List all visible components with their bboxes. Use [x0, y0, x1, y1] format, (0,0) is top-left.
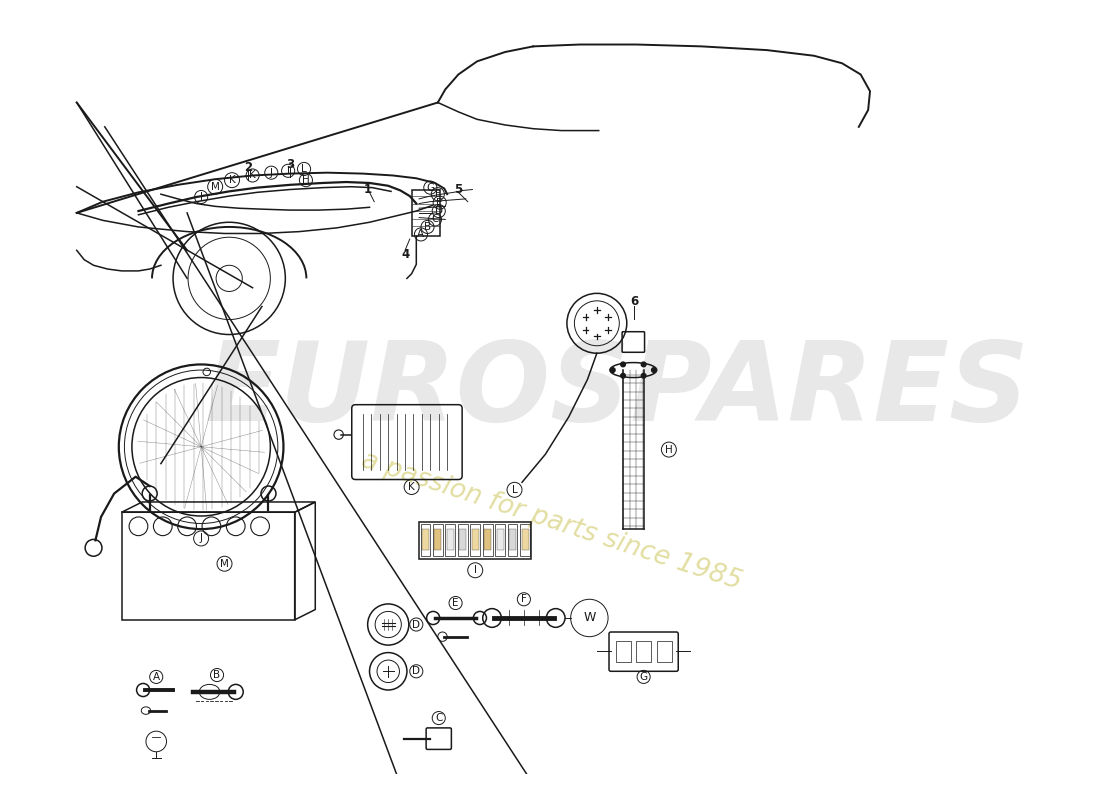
- Text: K: K: [229, 175, 235, 185]
- Bar: [616, 642, 630, 662]
- Text: 2: 2: [244, 161, 252, 174]
- Bar: [520, 525, 530, 556]
- Bar: [521, 529, 529, 550]
- Bar: [446, 525, 455, 556]
- Bar: [420, 525, 430, 556]
- Bar: [419, 522, 531, 559]
- Text: 6: 6: [630, 295, 638, 308]
- Text: E: E: [437, 198, 443, 208]
- Text: J: J: [270, 168, 273, 178]
- Text: H: H: [302, 175, 310, 185]
- Text: H: H: [666, 445, 673, 454]
- Bar: [447, 529, 453, 550]
- Text: L: L: [512, 485, 517, 495]
- Bar: [484, 529, 491, 550]
- Text: J: J: [199, 534, 202, 543]
- Text: B: B: [213, 670, 221, 680]
- Circle shape: [620, 374, 626, 378]
- Bar: [636, 642, 651, 662]
- Text: M: M: [211, 182, 220, 192]
- Text: 1: 1: [364, 183, 372, 196]
- Bar: [508, 525, 517, 556]
- Text: K: K: [408, 482, 415, 492]
- Text: I: I: [199, 192, 202, 202]
- Text: 3: 3: [286, 158, 294, 170]
- Bar: [433, 525, 442, 556]
- Text: I: I: [474, 566, 476, 575]
- Text: K: K: [250, 170, 256, 181]
- Text: D: D: [412, 619, 420, 630]
- Bar: [509, 529, 516, 550]
- Text: B: B: [424, 222, 431, 232]
- Text: a passion for parts since 1985: a passion for parts since 1985: [359, 448, 746, 595]
- Text: 5: 5: [454, 183, 462, 196]
- Text: 4: 4: [400, 247, 409, 261]
- Circle shape: [641, 362, 646, 366]
- Text: G: G: [427, 182, 434, 193]
- Bar: [460, 529, 466, 550]
- Text: I: I: [287, 166, 289, 176]
- Text: A: A: [417, 230, 425, 239]
- Bar: [422, 529, 429, 550]
- Text: L: L: [301, 164, 307, 174]
- Bar: [472, 529, 478, 550]
- Circle shape: [651, 368, 657, 373]
- Text: F: F: [434, 189, 441, 199]
- Bar: [495, 525, 505, 556]
- Bar: [657, 642, 672, 662]
- Text: C: C: [436, 713, 442, 723]
- Text: M: M: [220, 558, 229, 569]
- Text: A: A: [153, 672, 159, 682]
- Text: EUROSPARES: EUROSPARES: [205, 337, 1030, 444]
- Bar: [471, 525, 480, 556]
- Text: D: D: [412, 666, 420, 676]
- Circle shape: [641, 374, 646, 378]
- Text: C: C: [431, 214, 439, 225]
- Bar: [497, 529, 504, 550]
- Bar: [458, 525, 468, 556]
- Circle shape: [620, 362, 626, 366]
- Circle shape: [610, 368, 615, 373]
- Text: D: D: [434, 206, 442, 216]
- Text: W: W: [583, 611, 595, 625]
- Bar: [483, 525, 493, 556]
- Text: F: F: [521, 594, 527, 604]
- Bar: [411, 190, 440, 236]
- Text: E: E: [452, 598, 459, 608]
- Text: G: G: [639, 672, 648, 682]
- Bar: [434, 529, 441, 550]
